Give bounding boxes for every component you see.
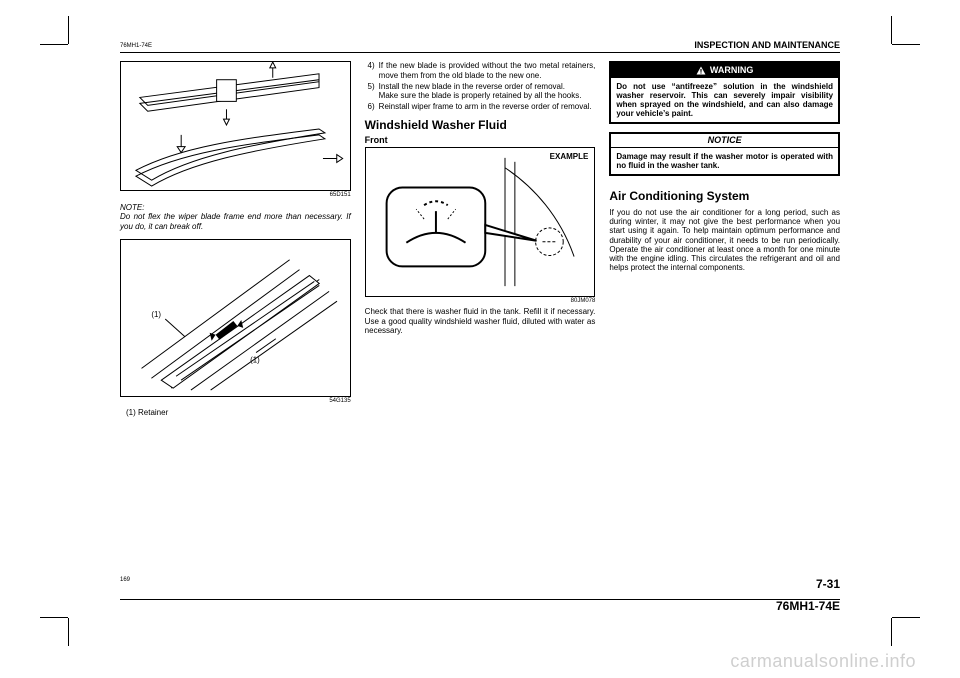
step-text: Install the new blade in the reverse ord… [379, 82, 596, 100]
example-label: EXAMPLE [550, 152, 589, 161]
page-header: 76MH1-74E INSPECTION AND MAINTENANCE [120, 40, 840, 53]
column-1: 65D151 NOTE: Do not flex the wiper blade… [120, 61, 351, 417]
step-number: 5) [365, 82, 379, 100]
step-text: If the new blade is provided without the… [379, 61, 596, 79]
note-label: NOTE: [120, 203, 351, 212]
header-code: 76MH1-74E [120, 43, 152, 50]
step-sub: Make sure the blade is properly retained… [379, 91, 596, 100]
figure-code: 80JM078 [365, 298, 596, 305]
crop-mark [40, 617, 68, 618]
list-item: 6) Reinstall wiper frame to arm in the r… [365, 102, 596, 111]
list-item: 4) If the new blade is provided without … [365, 61, 596, 79]
warning-title: WARNING [611, 63, 838, 77]
crop-mark [68, 16, 69, 44]
figure-washer-fluid: EXAMPLE [365, 147, 596, 297]
figure-callout: (1) Retainer [126, 408, 351, 417]
tiny-page-number: 169 [120, 577, 130, 584]
step-text: Reinstall wiper frame to arm in the reve… [379, 102, 596, 111]
section-heading: Windshield Washer Fluid [365, 119, 596, 133]
figure-code: 65D151 [120, 192, 351, 199]
footer-code: 76MH1-74E [776, 600, 840, 614]
notice-title: NOTICE [611, 134, 838, 147]
warning-label: WARNING [710, 65, 754, 75]
warning-body: Do not use “antifreeze” solution in the … [611, 78, 838, 123]
crop-mark [891, 618, 892, 646]
crop-mark [892, 44, 920, 45]
header-section: INSPECTION AND MAINTENANCE [694, 40, 840, 50]
list-item: 5) Install the new blade in the reverse … [365, 82, 596, 100]
figure-retainer: (1) (1) [120, 239, 351, 397]
watermark: carmanualsonline.info [730, 651, 916, 672]
svg-text:(1): (1) [250, 355, 260, 364]
manual-page: 76MH1-74E INSPECTION AND MAINTENANCE [120, 40, 840, 570]
warning-icon [696, 66, 706, 76]
note-body: Do not flex the wiper blade frame end mo… [120, 212, 351, 230]
section-heading: Air Conditioning System [609, 190, 840, 204]
step-main: Install the new blade in the reverse ord… [379, 82, 565, 91]
content-columns: 65D151 NOTE: Do not flex the wiper blade… [120, 61, 840, 417]
crop-mark [40, 44, 68, 45]
figure-wiper-blade-removal [120, 61, 351, 191]
crop-mark [892, 617, 920, 618]
footer-divider [120, 599, 840, 600]
body-text: Check that there is washer fluid in the … [365, 307, 596, 335]
crop-mark [891, 16, 892, 44]
step-number: 4) [365, 61, 379, 79]
step-list: 4) If the new blade is provided without … [365, 61, 596, 113]
column-3: WARNING Do not use “antifreeze” solution… [609, 61, 840, 417]
page-number: 7-31 [816, 578, 840, 592]
subsection-heading: Front [365, 135, 596, 145]
warning-box: WARNING Do not use “antifreeze” solution… [609, 61, 840, 124]
notice-body: Damage may result if the washer motor is… [611, 148, 838, 174]
step-number: 6) [365, 102, 379, 111]
crop-mark [68, 618, 69, 646]
column-2: 4) If the new blade is provided without … [365, 61, 596, 417]
notice-box: NOTICE Damage may result if the washer m… [609, 132, 840, 176]
figure-code: 54G135 [120, 398, 351, 405]
body-text: If you do not use the air conditioner fo… [609, 208, 840, 272]
svg-text:(1): (1) [151, 310, 161, 319]
